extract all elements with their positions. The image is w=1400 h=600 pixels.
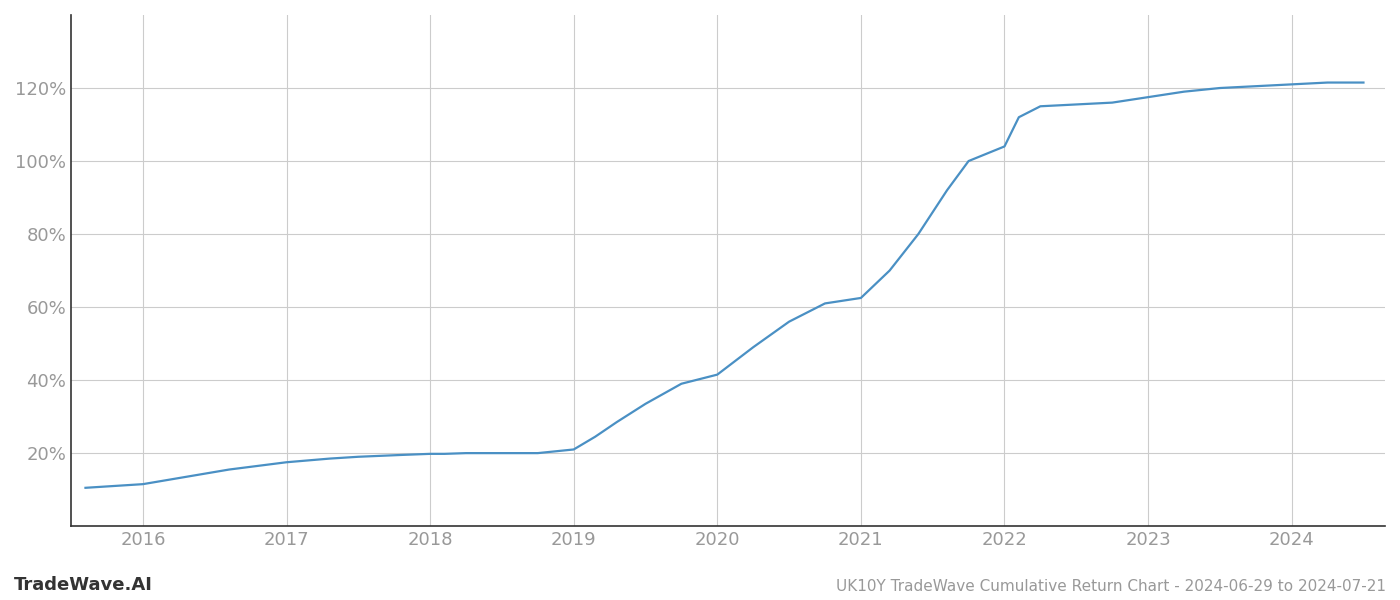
Text: UK10Y TradeWave Cumulative Return Chart - 2024-06-29 to 2024-07-21: UK10Y TradeWave Cumulative Return Chart … <box>836 579 1386 594</box>
Text: TradeWave.AI: TradeWave.AI <box>14 576 153 594</box>
